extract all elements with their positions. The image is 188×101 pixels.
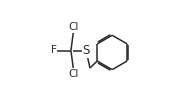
Text: Cl: Cl [69,69,79,79]
Text: S: S [83,44,90,57]
Text: Cl: Cl [69,22,79,32]
Text: F: F [51,45,57,56]
